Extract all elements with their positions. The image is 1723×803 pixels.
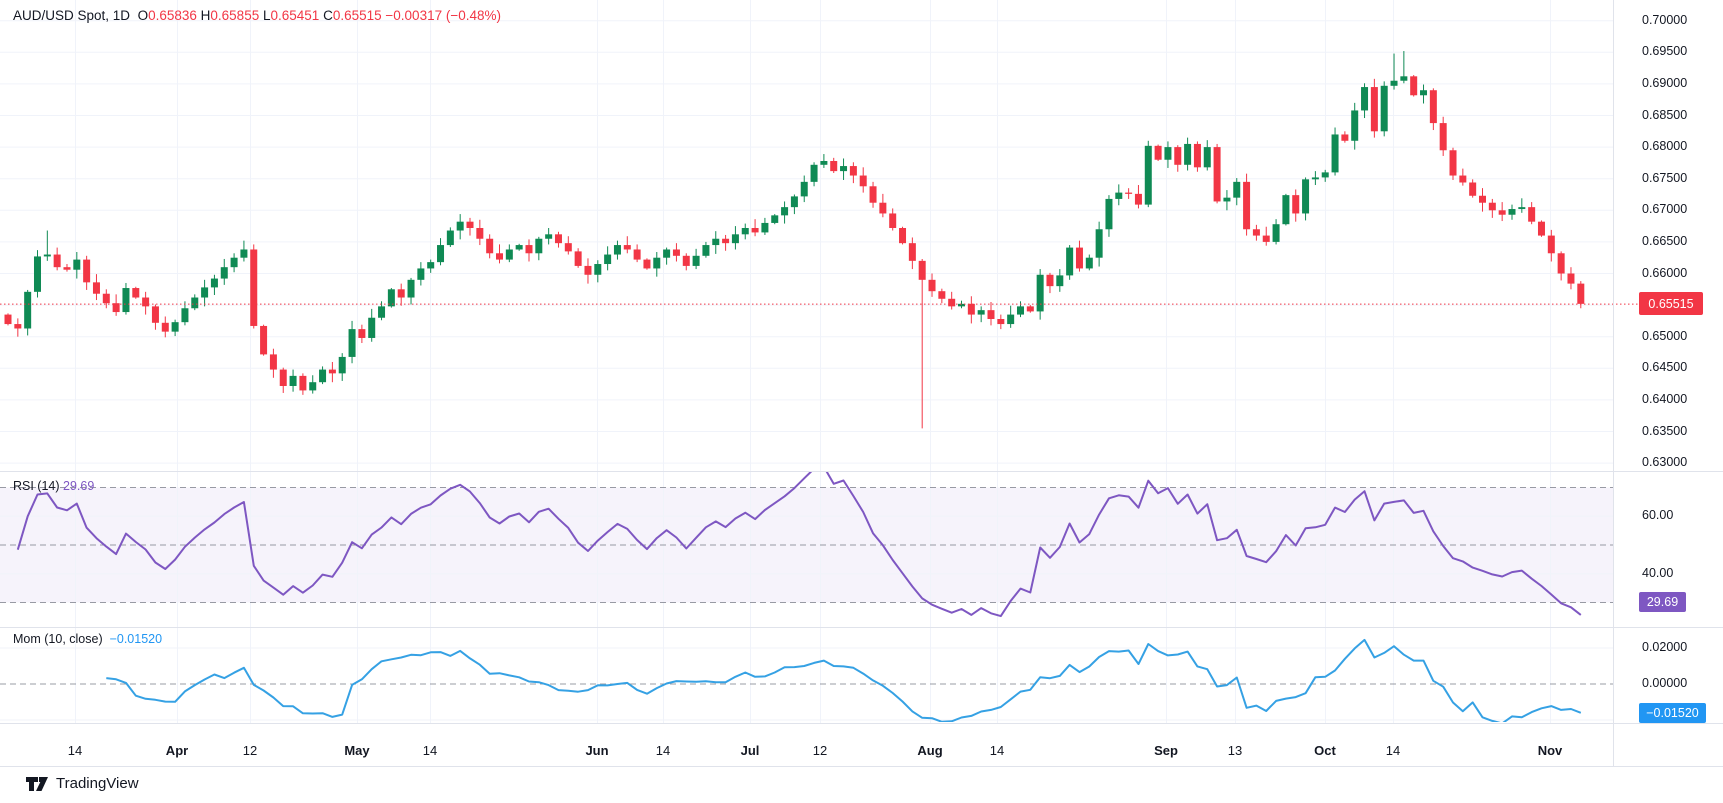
tradingview-logo-text: TradingView	[56, 775, 139, 792]
rsi-value-badge: 29.69	[1639, 592, 1686, 612]
high-value: 0.65855	[210, 8, 260, 23]
time-tick-label: Aug	[917, 743, 943, 758]
low-value: 0.65451	[270, 8, 320, 23]
time-tick-label: Sep	[1154, 743, 1178, 758]
rsi-value: 29.69	[63, 479, 95, 493]
time-tick-label: 14	[655, 743, 671, 758]
time-tick-label: 14	[1385, 743, 1401, 758]
rsi-line	[16, 472, 1582, 618]
rsi-tick-label: 40.00	[1642, 565, 1674, 580]
rsi-label: RSI (14) 29.69	[13, 479, 94, 493]
time-tick-label: 12	[812, 743, 828, 758]
price-tick-label: 0.68500	[1642, 107, 1688, 122]
rsi-title: RSI (14)	[13, 479, 60, 493]
high-label: H	[200, 8, 211, 23]
price-tick-label: 0.66500	[1642, 233, 1688, 248]
time-tick-label: Jun	[585, 743, 609, 758]
time-tick-label: Oct	[1314, 743, 1336, 758]
price-tick-label: 0.65000	[1642, 328, 1688, 343]
price-tick-label: 0.69500	[1642, 44, 1688, 59]
price-tick-label: 0.64500	[1642, 360, 1688, 375]
rsi-tick-label: 60.00	[1642, 508, 1674, 523]
open-label: O	[137, 8, 149, 23]
symbol-title: AUD/USD Spot, 1D	[13, 8, 131, 23]
mom-tick-label: 0.02000	[1642, 640, 1688, 654]
change-value: −0.00317 (−0.48%)	[385, 8, 501, 23]
price-tick-label: 0.64000	[1642, 391, 1688, 406]
mom-value-badge: −0.01520	[1639, 703, 1706, 723]
mom-value: −0.01520	[109, 632, 163, 646]
time-tick-label: 13	[1227, 743, 1243, 758]
momentum-line	[106, 638, 1582, 722]
tradingview-logo-icon	[26, 776, 48, 791]
time-tick-label: 14	[989, 743, 1005, 758]
symbol-header: AUD/USD Spot, 1D O0.65836 H0.65855 L0.65…	[13, 8, 501, 23]
mom-tick-label: 0.00000	[1642, 676, 1688, 690]
price-tick-label: 0.66000	[1642, 265, 1688, 280]
price-tick-label: 0.69000	[1642, 75, 1688, 90]
price-tick-label: 0.67500	[1642, 170, 1688, 185]
time-tick-label: 14	[67, 743, 83, 758]
price-tick-label: 0.63000	[1642, 455, 1688, 470]
price-tick-label: 0.67000	[1642, 202, 1688, 217]
close-label: C	[323, 8, 333, 23]
time-tick-label: 12	[242, 743, 258, 758]
last-price-badge: 0.65515	[1639, 292, 1703, 315]
time-tick-label: May	[344, 743, 370, 758]
close-value: 0.65515	[332, 8, 382, 23]
price-tick-label: 0.70000	[1642, 12, 1688, 27]
tradingview-logo[interactable]: TradingView	[26, 775, 139, 792]
mom-label: Mom (10, close) −0.01520	[13, 632, 162, 646]
price-tick-label: 0.68000	[1642, 139, 1688, 154]
price-tick-label: 0.63500	[1642, 423, 1688, 438]
candlestick-series	[4, 51, 1585, 429]
open-value: 0.65836	[148, 8, 197, 23]
time-tick-label: Jul	[740, 743, 760, 758]
mom-title: Mom (10, close)	[13, 632, 103, 646]
low-label: L	[262, 8, 271, 23]
time-tick-label: 14	[422, 743, 438, 758]
time-tick-label: Nov	[1537, 743, 1563, 758]
time-tick-label: Apr	[165, 743, 189, 758]
